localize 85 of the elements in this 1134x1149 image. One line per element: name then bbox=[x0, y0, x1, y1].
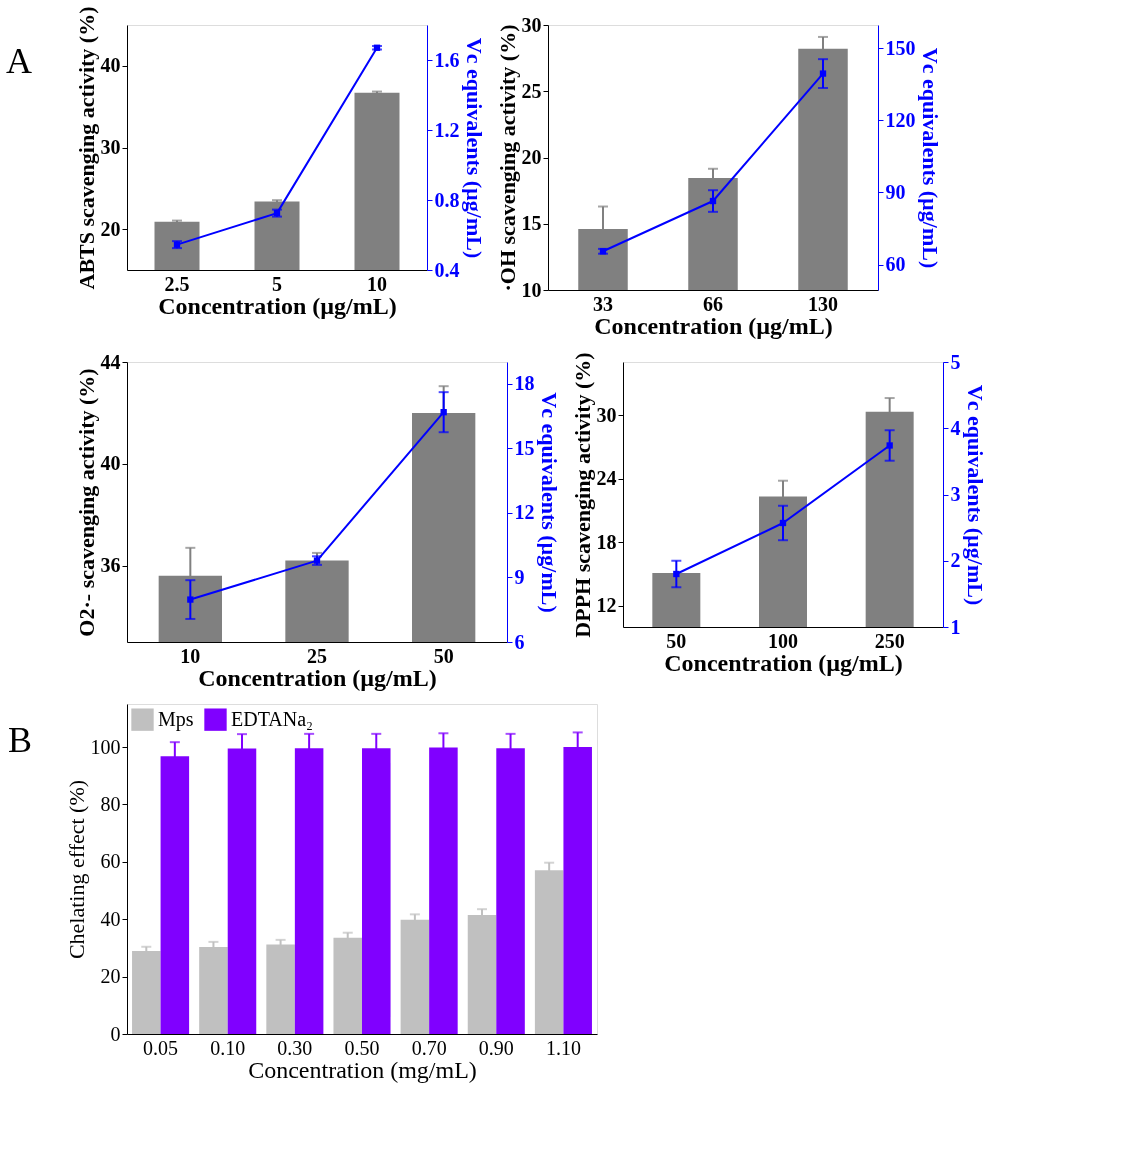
y-tick-label: 60 bbox=[100, 850, 121, 873]
y-tick-label: 12 bbox=[596, 594, 617, 617]
x-tick-label: 0.90 bbox=[478, 1036, 514, 1059]
x-tick-label: 33 bbox=[593, 292, 613, 315]
x-tick-label: 0.30 bbox=[277, 1036, 313, 1059]
point bbox=[819, 70, 827, 77]
y2-tick-label: 1.2 bbox=[434, 118, 460, 141]
x-tick-label: 25 bbox=[307, 644, 327, 667]
point bbox=[779, 519, 787, 527]
x-axis-title: Concentration (µg/mL) bbox=[158, 292, 397, 319]
y2-tick-label: 120 bbox=[885, 108, 916, 131]
bar bbox=[266, 944, 295, 1034]
y2-tick-label: 4 bbox=[950, 416, 961, 439]
y-tick-label: 40 bbox=[100, 54, 121, 77]
y2-tick-label: 6 bbox=[514, 630, 525, 653]
y2-tick-label: 5 bbox=[950, 350, 961, 373]
bar bbox=[467, 914, 497, 1034]
y2-tick-label: 90 bbox=[885, 180, 906, 203]
bar bbox=[400, 919, 430, 1034]
y-tick-label: 30 bbox=[596, 403, 617, 426]
x-tick-label: 1.10 bbox=[545, 1036, 581, 1059]
point bbox=[187, 596, 194, 603]
bar bbox=[132, 951, 161, 1034]
x-tick-label: 0.50 bbox=[344, 1036, 380, 1059]
x-tick-label: 5 bbox=[272, 272, 282, 295]
y-tick-label: 25 bbox=[521, 79, 542, 102]
point bbox=[673, 570, 680, 578]
x-axis-title: Concentration (µg/mL) bbox=[198, 664, 437, 691]
text: A bbox=[6, 41, 32, 81]
y-tick-label: 100 bbox=[90, 735, 121, 758]
y-tick-label: 44 bbox=[100, 350, 121, 373]
y-tick-label: 80 bbox=[100, 792, 121, 815]
x-tick-label: 10 bbox=[367, 272, 387, 295]
bar bbox=[199, 947, 228, 1034]
x-tick-label: 0.05 bbox=[143, 1036, 179, 1059]
y2-tick-label: 9 bbox=[514, 565, 525, 588]
y-tick-label: 30 bbox=[521, 13, 542, 36]
y-axis-title: DPPH scavenging activity (%) bbox=[569, 352, 595, 638]
x-tick-label: 10 bbox=[180, 644, 201, 667]
y-tick-label: 24 bbox=[596, 467, 617, 490]
y2-axis-title: Vc equivalents (µg/mL) bbox=[917, 47, 943, 269]
x-axis-title: Concentration (µg/mL) bbox=[594, 312, 833, 339]
y-axis-title: ·OH scavenging activity (%) bbox=[494, 24, 520, 292]
y2-axis-title: Vc equivalents (µg/mL) bbox=[536, 392, 562, 613]
y-tick-label: 15 bbox=[521, 212, 542, 235]
legend-label: Mps bbox=[158, 707, 194, 731]
text: B bbox=[7, 720, 32, 760]
x-tick-label: 0.70 bbox=[411, 1036, 447, 1059]
y-tick-label: 18 bbox=[596, 530, 617, 553]
point bbox=[886, 442, 893, 449]
x-tick-label: 66 bbox=[703, 292, 723, 315]
y2-tick-label: 0.8 bbox=[434, 188, 460, 211]
y-tick-label: 20 bbox=[100, 965, 121, 988]
y2-axis-title: Vc equivalents (µg/mL) bbox=[461, 37, 487, 259]
y-tick-label: 40 bbox=[100, 452, 121, 475]
bar bbox=[333, 937, 362, 1034]
y2-tick-label: 1 bbox=[950, 615, 961, 638]
y2-tick-label: 0.4 bbox=[434, 258, 460, 281]
x-tick-label: 130 bbox=[808, 292, 838, 315]
y2-tick-label: 60 bbox=[885, 253, 906, 276]
y2-tick-label: 1.6 bbox=[434, 48, 460, 71]
point bbox=[440, 409, 447, 416]
y2-axis-title: Vc equivalents (µg/mL) bbox=[962, 384, 988, 606]
y-tick-label: 36 bbox=[100, 554, 121, 577]
y-axis-title: ABTS scavenging activity (%) bbox=[73, 6, 99, 290]
y2-tick-label: 2 bbox=[950, 549, 961, 572]
x-axis-title: Concentration (µg/mL) bbox=[664, 649, 903, 676]
x-tick-label: 50 bbox=[666, 629, 687, 652]
y-tick-label: 20 bbox=[100, 217, 121, 240]
x-tick-label: 100 bbox=[768, 629, 798, 652]
y2-tick-label: 3 bbox=[950, 483, 961, 505]
point bbox=[709, 197, 717, 205]
x-tick-label: 250 bbox=[874, 629, 905, 652]
x-tick-label: 0.10 bbox=[210, 1036, 246, 1059]
y2-tick-label: 150 bbox=[885, 36, 916, 59]
x-tick-label: 2.5 bbox=[164, 272, 190, 295]
y-tick-label: 20 bbox=[521, 146, 542, 168]
y-axis-title: Chelating effect (%) bbox=[63, 779, 89, 960]
y-tick-label: 30 bbox=[100, 136, 121, 158]
x-axis-title: Concentration (mg/mL) bbox=[248, 1056, 477, 1083]
y-axis-title: O2·- scavenging activity (%) bbox=[73, 368, 99, 637]
y-tick-label: 0 bbox=[110, 1022, 121, 1045]
x-tick-label: 50 bbox=[433, 644, 454, 667]
y-tick-label: 40 bbox=[100, 907, 121, 930]
legend-label: EDTANa₂ bbox=[231, 707, 314, 730]
